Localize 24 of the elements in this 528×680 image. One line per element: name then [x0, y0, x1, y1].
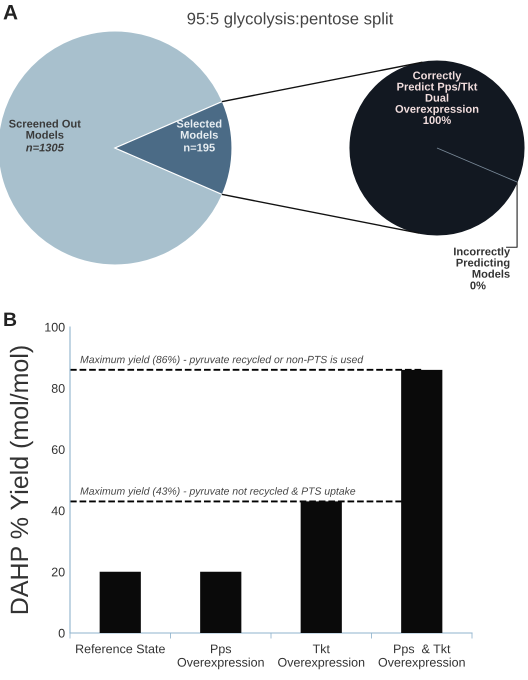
- text: 95:5 glycolysis:pentose split: [187, 12, 394, 28]
- text: B: [4, 312, 16, 326]
- category-label: Incorrectly Predicting Models: [454, 247, 510, 278]
- y-tick-label: 20: [52, 568, 65, 576]
- data-label: n=195: [184, 144, 215, 152]
- x-tick-label: Tkt Overexpression: [278, 644, 364, 670]
- y-tick-label: 0: [58, 628, 65, 638]
- data-label: 100%: [423, 116, 451, 124]
- slice-label: Correctly Predict Pps/Tkt Dual Overexpression: [395, 71, 478, 116]
- bar: [200, 572, 242, 633]
- bar: [100, 572, 141, 633]
- x-tick-label: Pps Overexpression: [178, 644, 264, 670]
- ref-line-label: Maximum yield (86%) - pyruvate recycled or non-PTS is used: [80, 356, 364, 366]
- y-tick-label: 100: [45, 322, 65, 332]
- y-axis-title: DAHP % Yield (mol/mol): [10, 346, 34, 614]
- y-tick-label: 60: [52, 445, 65, 454]
- x-tick-label: Pps & Tkt Overexpression: [378, 644, 465, 670]
- x-tick-label: Reference State: [76, 644, 165, 654]
- text: 0%: [470, 282, 486, 290]
- data-label: n=1305: [26, 144, 64, 152]
- text: A: [4, 5, 18, 20]
- ref-line-label: Maximum yield (43%) - pyruvate not recycled & PTS uptake: [80, 487, 356, 497]
- y-tick-label: 80: [52, 384, 65, 393]
- y-tick-label: 40: [52, 506, 65, 516]
